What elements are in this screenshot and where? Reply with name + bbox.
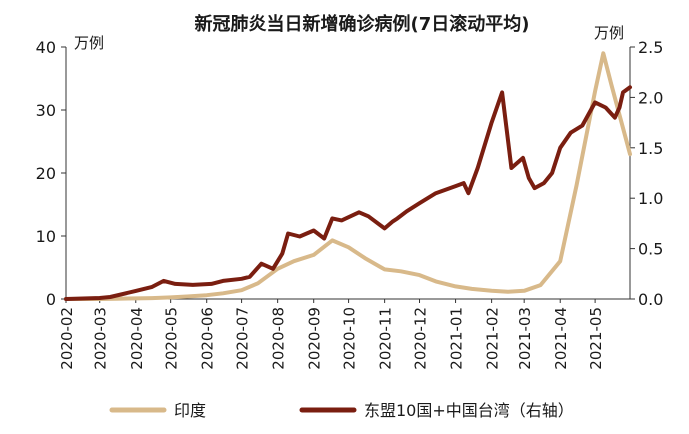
left-axis-unit: 万例 xyxy=(74,34,104,52)
series-line-2 xyxy=(64,85,632,301)
x-tick-label: 2020-07 xyxy=(234,307,252,370)
x-tick-label: 2020-06 xyxy=(199,307,217,370)
x-tick-label: 2020-03 xyxy=(92,307,110,370)
x-tick-label: 2020-04 xyxy=(128,307,146,370)
x-tick-label: 2020-11 xyxy=(377,307,395,370)
left-tick-label: 0 xyxy=(46,290,56,309)
legend-label-2: 东盟10国+中国台湾（右轴） xyxy=(364,401,574,420)
right-axis-unit: 万例 xyxy=(594,24,624,42)
right-tick-label: 0.5 xyxy=(638,240,663,259)
axes: 0 10 20 30 40 0.0 0.5 1.0 1.5 2.0 2.5 2020-02 2020-0… xyxy=(36,38,664,370)
left-tick-label: 40 xyxy=(36,38,56,57)
x-tick-label: 2020-08 xyxy=(270,307,288,370)
right-tick-label: 1.0 xyxy=(638,189,663,208)
series-layer xyxy=(64,51,632,301)
right-tick-label: 2.5 xyxy=(638,38,663,57)
legend: 印度 东盟10国+中国台湾（右轴） xyxy=(109,401,574,420)
left-tick-label: 20 xyxy=(36,164,56,183)
chart-title: 新冠肺炎当日新增确诊病例(7日滚动平均) xyxy=(195,13,530,35)
x-tick-label: 2020-02 xyxy=(58,307,76,370)
x-tick-label: 2021-01 xyxy=(448,307,466,370)
left-tick-label: 10 xyxy=(36,227,56,246)
right-tick-label: 0.0 xyxy=(638,290,663,309)
left-tick-label: 30 xyxy=(36,101,56,120)
x-tick-label: 2021-04 xyxy=(552,307,570,370)
series-line-1 xyxy=(64,51,632,301)
x-tick-label: 2021-05 xyxy=(587,307,605,370)
x-tick-label: 2021-02 xyxy=(484,307,502,370)
legend-label-1: 印度 xyxy=(174,401,206,420)
right-tick-label: 1.5 xyxy=(638,139,663,158)
x-tick-label: 2020-05 xyxy=(163,307,181,370)
x-tick-label: 2020-10 xyxy=(341,307,359,370)
x-tick-label: 2020-09 xyxy=(306,307,324,370)
x-tick-label: 2021-03 xyxy=(516,307,534,370)
right-tick-label: 2.0 xyxy=(638,88,663,107)
x-tick-label: 2020-12 xyxy=(412,307,430,370)
